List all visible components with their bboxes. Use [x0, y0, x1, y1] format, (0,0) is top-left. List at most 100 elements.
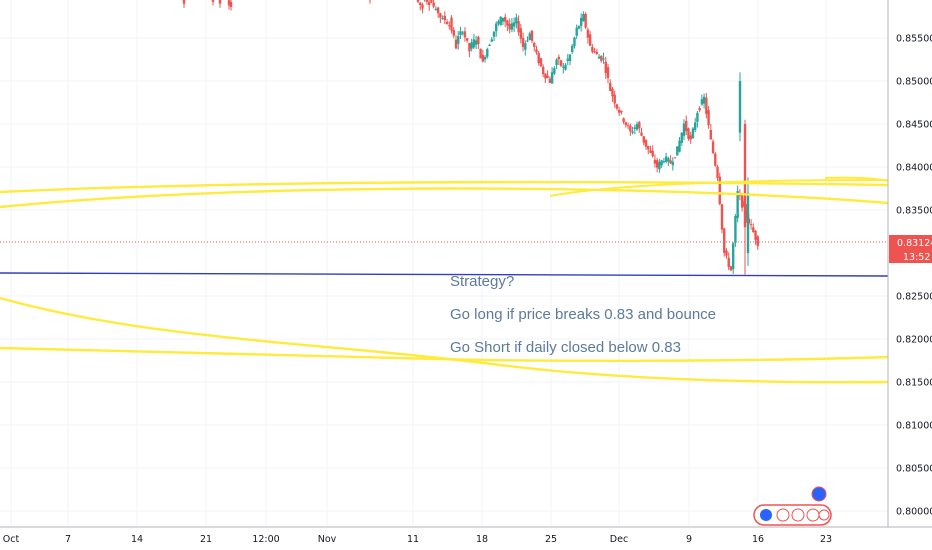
candle	[700, 99, 704, 105]
candle	[624, 122, 628, 126]
x-tick-label: 18	[476, 534, 488, 545]
time-axis[interactable]: Oct 7 14 21 12:00 Nov 11 18 25 Dec 9 16 23	[0, 526, 932, 545]
candle	[718, 176, 721, 205]
candle	[546, 75, 549, 78]
drawings-layer	[0, 176, 889, 384]
candle	[448, 25, 451, 27]
candle	[749, 224, 753, 226]
candle	[588, 34, 592, 46]
candle	[508, 23, 511, 30]
candle	[465, 38, 469, 41]
candle	[669, 160, 672, 164]
yellow-curve-upper-1[interactable]	[0, 180, 889, 194]
candle	[515, 17, 518, 24]
yellow-curve-upper-4[interactable]	[824, 176, 889, 182]
annotation-text[interactable]: Strategy? Go long if price breaks 0.83 a…	[450, 273, 716, 356]
candle	[454, 39, 458, 49]
candle	[752, 227, 755, 233]
candle	[738, 81, 742, 133]
event-marker-icon[interactable]	[791, 508, 805, 522]
candle	[743, 124, 747, 228]
price-axis[interactable]: 0.85500 0.85000 0.84500 0.84000 0.83500 0.825…	[887, 0, 932, 527]
candle	[564, 64, 567, 70]
candle	[557, 56, 561, 60]
candle	[584, 13, 587, 28]
candle	[573, 37, 576, 47]
event-marker-icon[interactable]	[776, 508, 790, 522]
event-markers[interactable]	[753, 486, 832, 526]
yellow-curve-upper-2[interactable]	[0, 187, 889, 209]
x-tick-label: 25	[545, 534, 557, 545]
candle	[470, 42, 473, 49]
candle	[457, 36, 460, 44]
candle	[495, 23, 498, 32]
yellow-curve-lower-2[interactable]	[0, 346, 889, 363]
note-long: Go long if price breaks 0.83 and bounce	[450, 306, 716, 323]
candle	[579, 17, 583, 26]
candle	[705, 97, 708, 114]
candle	[617, 109, 621, 113]
candle	[492, 31, 496, 37]
candle	[595, 51, 599, 55]
candle	[544, 73, 547, 79]
candle	[709, 130, 713, 140]
yellow-curve-lower-1[interactable]	[0, 296, 889, 384]
candle	[463, 31, 467, 38]
candle	[439, 13, 442, 18]
candle	[481, 54, 485, 62]
candle	[528, 33, 531, 41]
candle	[537, 52, 540, 64]
candle	[651, 150, 654, 157]
candle	[524, 43, 527, 50]
candle	[432, 2, 435, 7]
candle	[664, 156, 668, 162]
candle	[756, 236, 759, 247]
event-marker-icon[interactable]	[811, 486, 827, 502]
candle	[613, 94, 616, 104]
candle	[479, 48, 482, 59]
candle	[421, 4, 424, 9]
candle	[606, 67, 610, 78]
candle	[649, 150, 652, 153]
event-marker-icon[interactable]	[806, 508, 820, 522]
candle	[548, 78, 552, 83]
event-marker-icon[interactable]	[760, 509, 772, 521]
candle	[673, 157, 677, 159]
candle	[680, 132, 683, 143]
x-tick-label: Nov	[318, 534, 337, 545]
candle	[597, 56, 601, 59]
support-line[interactable]	[0, 272, 889, 277]
candle	[655, 160, 659, 168]
candle	[658, 162, 661, 170]
candle	[441, 18, 444, 20]
candle	[577, 25, 581, 29]
candle	[729, 266, 733, 271]
candle	[211, 0, 215, 2]
candle	[571, 45, 574, 53]
candle	[693, 122, 697, 130]
candle	[553, 68, 556, 74]
candle	[506, 20, 509, 26]
candle	[425, 0, 429, 2]
y-tick-label: 0.84500	[896, 120, 932, 131]
candle	[512, 22, 516, 27]
candle	[541, 66, 545, 75]
candle	[714, 153, 717, 166]
candle	[622, 118, 625, 123]
candle	[533, 43, 536, 47]
candle	[604, 61, 607, 73]
event-marker-icon[interactable]	[818, 509, 830, 521]
candle	[483, 56, 487, 60]
yellow-curve-upper-3[interactable]	[549, 179, 889, 197]
candle	[633, 127, 637, 129]
candle	[691, 128, 695, 138]
y-tick-label: 0.80000	[896, 507, 932, 518]
candle	[731, 243, 735, 270]
candle	[682, 123, 686, 136]
candle	[510, 23, 514, 30]
candle	[702, 96, 706, 104]
candle	[427, 1, 431, 5]
candle	[434, 8, 438, 10]
candle	[591, 46, 594, 52]
